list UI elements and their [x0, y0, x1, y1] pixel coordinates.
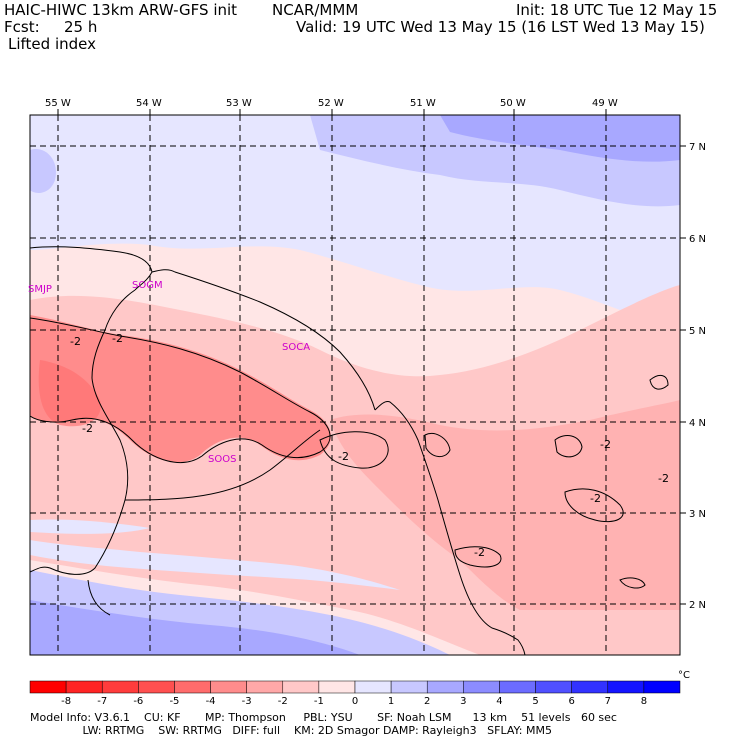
contour-label: -2 — [658, 472, 669, 485]
colorbar-label: 3 — [460, 696, 466, 707]
colorbar: -8 -7 -6 -5 -4 -3 -2 -1 0 1 2 3 4 5 6 7 8 °C — [29, 670, 690, 707]
contour-label: -2 — [112, 332, 123, 345]
forecast-hours: 25 h — [64, 18, 98, 36]
lat-lon-grid — [30, 115, 680, 655]
colorbar-swatch — [65, 680, 103, 694]
colorbar-label: -5 — [169, 696, 179, 707]
colorbar-swatch — [210, 680, 247, 694]
colorbar-swatch — [643, 680, 681, 694]
map-frame — [29, 114, 681, 656]
model-title: HAIC-HIWC 13km ARW-GFS init — [4, 1, 238, 19]
contour-label: -2 — [474, 546, 485, 559]
colorbar-label: 6 — [568, 696, 574, 707]
model-info-line1: Model Info: V3.6.1 CU: KF MP: Thompson P… — [30, 711, 617, 724]
station-sogm: SOGM — [132, 280, 163, 291]
colorbar-unit: °C — [678, 670, 690, 681]
colorbar-swatch — [390, 680, 428, 694]
colorbar-label: 0 — [352, 696, 358, 707]
colorbar-swatch — [463, 680, 500, 694]
contour-label: -2 — [590, 492, 601, 505]
lon-label-52w: 52 W — [318, 98, 344, 109]
lon-label-51w: 51 W — [410, 98, 436, 109]
contour-label: -2 — [600, 438, 611, 451]
center-label: NCAR/MMM — [272, 1, 359, 19]
model-info-line2: LW: RRTMG SW: RRTMG DIFF: full KM: 2D Sm… — [30, 724, 552, 737]
colorbar-label: 1 — [388, 696, 394, 707]
colorbar-swatch — [174, 680, 211, 694]
colorbar-label: 4 — [496, 696, 502, 707]
colorbar-swatch — [426, 680, 464, 694]
colorbar-swatch — [571, 680, 609, 694]
valid-time: Valid: 19 UTC Wed 13 May 15 (16 LST Wed … — [296, 18, 705, 36]
axis-ticks — [57, 109, 686, 605]
forecast-label: Fcst: — [4, 18, 40, 36]
coastline — [29, 246, 526, 656]
colorbar-swatch — [282, 680, 320, 694]
colorbar-swatch — [29, 680, 67, 694]
contour-label: -2 — [70, 335, 81, 348]
contour-label: -2 — [82, 422, 93, 435]
lat-label-6n: 6 N — [689, 234, 706, 245]
lon-label-49w: 49 W — [592, 98, 618, 109]
station-smjp: SMJP — [28, 284, 52, 295]
colorbar-label: 7 — [605, 696, 611, 707]
colorbar-label: -2 — [278, 696, 288, 707]
lon-label-54w: 54 W — [136, 98, 162, 109]
colorbar-swatch — [607, 680, 645, 694]
colorbar-swatch — [246, 680, 284, 694]
contour-label: -2 — [338, 450, 349, 463]
colorbar-swatch — [499, 680, 536, 694]
colorbar-swatch — [101, 680, 139, 694]
colorbar-label: 8 — [641, 696, 647, 707]
field-name: Lifted index — [8, 35, 96, 53]
lon-label-50w: 50 W — [500, 98, 526, 109]
lat-label-3n: 3 N — [689, 509, 706, 520]
colorbar-swatch — [354, 680, 392, 694]
init-time: Init: 18 UTC Tue 12 May 15 — [516, 1, 718, 19]
station-soos: SOOS — [208, 454, 236, 465]
colorbar-label: 2 — [424, 696, 430, 707]
lon-label-55w: 55 W — [45, 98, 71, 109]
lat-label-4n: 4 N — [689, 418, 706, 429]
lat-label-7n: 7 N — [689, 142, 706, 153]
colorbar-label: -4 — [206, 696, 216, 707]
colorbar-label: -1 — [314, 696, 324, 707]
colorbar-swatch — [318, 680, 356, 694]
lat-label-5n: 5 N — [689, 326, 706, 337]
colorbar-swatch — [535, 680, 572, 694]
colorbar-label: -6 — [133, 696, 143, 707]
colorbar-label: 5 — [532, 696, 538, 707]
colorbar-label: -8 — [61, 696, 71, 707]
lifted-index-field — [30, 115, 680, 655]
colorbar-label: -3 — [242, 696, 252, 707]
colorbar-label: -7 — [97, 696, 107, 707]
lat-label-2n: 2 N — [689, 600, 706, 611]
lon-label-53w: 53 W — [226, 98, 252, 109]
colorbar-swatch — [138, 680, 175, 694]
station-soca: SOCA — [282, 342, 310, 353]
